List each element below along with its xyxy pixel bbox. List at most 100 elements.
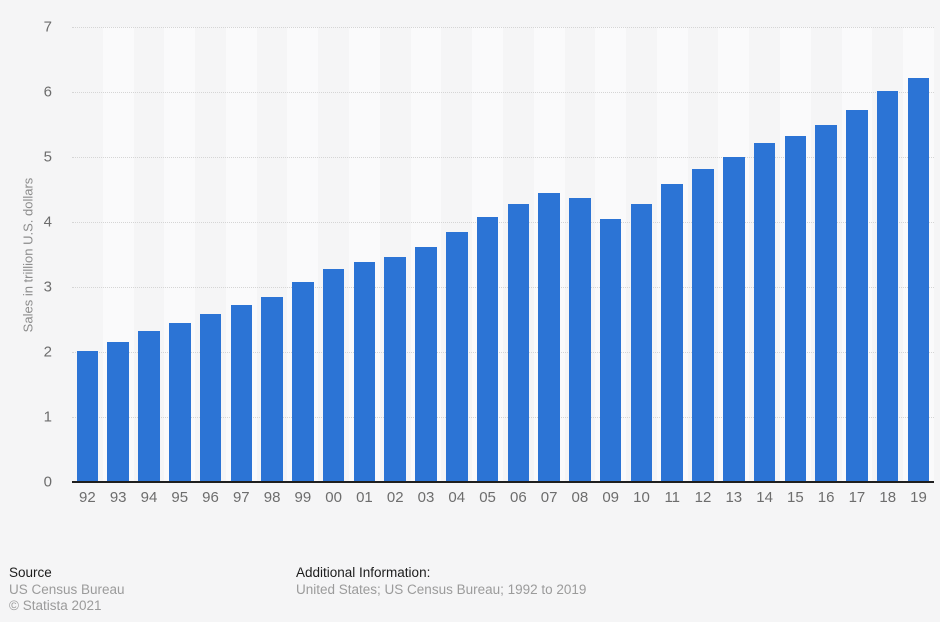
bar-column-98 [257, 27, 288, 482]
bar-08[interactable] [569, 197, 591, 482]
bar-01[interactable] [353, 262, 376, 482]
x-tick-label-08: 08 [571, 489, 589, 506]
gridline-2 [72, 352, 934, 353]
additional-info-value: United States; US Census Bureau; 1992 to… [296, 581, 587, 597]
bar-column-02 [380, 27, 411, 482]
x-tick-label-94: 94 [140, 489, 158, 506]
bar-column-11 [657, 27, 688, 482]
bar-column-06 [503, 27, 534, 482]
x-tick-label-16: 16 [817, 489, 835, 506]
bar-column-10 [626, 27, 657, 482]
bar-17[interactable] [846, 109, 868, 482]
x-tick-label-19: 19 [910, 489, 927, 506]
x-tick-label-13: 13 [725, 489, 743, 506]
bar-96[interactable] [199, 314, 222, 482]
bar-12[interactable] [692, 168, 714, 482]
bar-column-17 [842, 27, 873, 482]
bar-03[interactable] [415, 247, 437, 482]
source-block: Source US Census Bureau © Statista 2021 [9, 565, 125, 615]
bar-column-07 [534, 27, 565, 482]
statista-copyright[interactable]: © Statista 2021 [9, 598, 102, 613]
bar-14[interactable] [753, 143, 776, 482]
x-tick-label-98: 98 [263, 489, 281, 506]
x-tick-label-00: 00 [325, 489, 342, 506]
x-tick-label-12: 12 [694, 489, 712, 506]
bar-column-99 [287, 27, 318, 482]
bar-column-94 [134, 27, 165, 482]
x-tick-label-01: 01 [356, 489, 373, 506]
additional-info-block: Additional Information: United States; U… [296, 565, 586, 598]
bar-column-92 [72, 27, 103, 482]
bar-15[interactable] [784, 135, 807, 482]
plot-area [72, 27, 934, 483]
bar-column-09 [595, 27, 626, 482]
x-tick-label-96: 96 [202, 489, 219, 506]
bar-13[interactable] [723, 157, 745, 482]
bar-98[interactable] [261, 296, 283, 482]
x-tick-label-97: 97 [232, 489, 250, 506]
bar-93[interactable] [107, 342, 129, 482]
bar-94[interactable] [138, 331, 160, 482]
gridline-4 [72, 222, 934, 223]
x-tick-label-17: 17 [848, 489, 866, 506]
gridline-5 [72, 157, 934, 158]
bar-02[interactable] [384, 257, 406, 482]
gridline-6 [72, 92, 934, 93]
bar-column-93 [103, 27, 134, 482]
bar-97[interactable] [230, 305, 253, 482]
source-label: Source [9, 565, 52, 580]
x-tick-label-92: 92 [79, 489, 96, 506]
bar-column-19 [903, 27, 934, 482]
x-tick-label-03: 03 [417, 489, 435, 506]
x-tick-label-93: 93 [109, 489, 127, 506]
bar-column-01 [349, 27, 380, 482]
bar-16[interactable] [815, 124, 837, 482]
gridlines [72, 27, 934, 482]
y-tick-label-0: 0 [43, 473, 52, 491]
bar-95[interactable] [168, 323, 191, 482]
plot-columns [72, 27, 934, 482]
gridline-1 [72, 417, 934, 418]
x-tick-label-10: 10 [633, 489, 650, 506]
x-tick-label-14: 14 [756, 489, 773, 506]
x-tick-label-04: 04 [448, 489, 466, 506]
x-tick-label-15: 15 [787, 489, 804, 506]
y-tick-label-1: 1 [43, 408, 52, 426]
bar-column-18 [872, 27, 903, 482]
source-value[interactable]: US Census Bureau [9, 581, 125, 597]
gridline-7 [72, 27, 934, 28]
y-tick-label-7: 7 [43, 18, 52, 36]
bar-column-05 [472, 27, 503, 482]
y-axis-tick-labels: 0 1 2 3 4 5 6 7 [0, 19, 52, 491]
x-tick-label-99: 99 [294, 489, 312, 506]
y-tick-label-4: 4 [43, 213, 52, 231]
bar-10[interactable] [630, 203, 653, 482]
x-tick-label-11: 11 [664, 489, 681, 506]
x-tick-label-07: 07 [540, 489, 558, 506]
x-tick-label-06: 06 [509, 489, 527, 506]
bar-99[interactable] [292, 282, 314, 482]
x-axis-line [72, 481, 934, 483]
x-tick-label-18: 18 [879, 489, 897, 506]
y-tick-label-5: 5 [43, 148, 52, 166]
bar-04[interactable] [445, 231, 468, 482]
bar-92[interactable] [76, 351, 99, 482]
y-tick-label-6: 6 [43, 83, 52, 101]
x-tick-label-09: 09 [602, 489, 620, 506]
bar-00[interactable] [322, 268, 345, 482]
bar-19[interactable] [907, 78, 930, 482]
bar-column-00 [318, 27, 349, 482]
bar-column-03 [411, 27, 442, 482]
y-tick-label-3: 3 [43, 278, 52, 296]
bar-column-13 [718, 27, 749, 482]
bar-11[interactable] [661, 184, 683, 482]
bar-07[interactable] [538, 193, 560, 482]
bar-column-12 [688, 27, 719, 482]
bar-05[interactable] [476, 217, 499, 482]
bar-09[interactable] [599, 219, 622, 482]
bar-18[interactable] [876, 91, 899, 482]
x-tick-label-02: 02 [386, 489, 404, 506]
bar-06[interactable] [507, 203, 530, 482]
bar-column-16 [811, 27, 842, 482]
